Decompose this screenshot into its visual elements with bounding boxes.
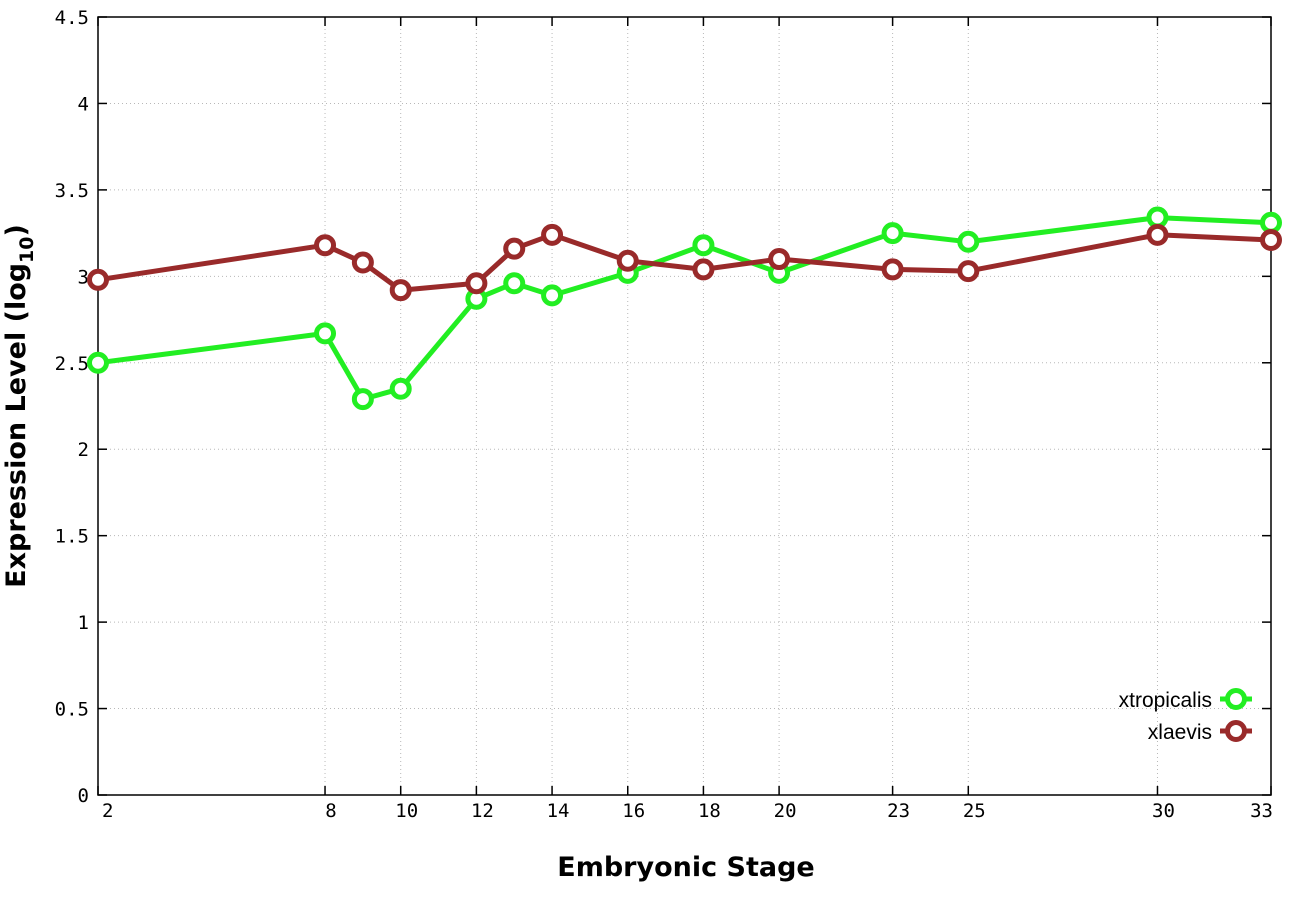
x-tick-label: 30 (1152, 800, 1175, 822)
series-xlaevis (87, 223, 1282, 302)
data-point (87, 268, 109, 291)
y-tick-label: 0.5 (55, 699, 89, 721)
y-tick-label: 0 (78, 785, 89, 807)
x-axis-title: Embryonic Stage (557, 852, 814, 883)
series-layer (87, 206, 1282, 411)
y-tick-label: 2.5 (55, 353, 89, 375)
data-point (616, 249, 639, 272)
y-tick-label: 1.5 (55, 526, 89, 548)
series-xtropicalis (87, 206, 1282, 411)
data-point (503, 272, 526, 295)
legend-label: xtropicalis (1119, 689, 1212, 712)
data-point (389, 377, 412, 400)
x-tick-label: 20 (774, 800, 797, 822)
data-point (541, 223, 564, 246)
data-point (1260, 229, 1282, 252)
data-point (1260, 211, 1282, 234)
x-tick-label: 10 (395, 800, 418, 822)
legend-marker (1225, 720, 1247, 742)
y-axis-title-main: Expression Level (log (1, 263, 32, 588)
data-point (768, 248, 791, 271)
y-tick-label: 1 (78, 612, 89, 634)
series-line-xlaevis (97, 232, 1272, 293)
data-point (351, 388, 374, 411)
legend-label: xlaevis (1148, 721, 1212, 744)
data-point (957, 260, 980, 283)
x-tick-label: 14 (547, 800, 570, 822)
legend-marker (1225, 688, 1247, 710)
y-axis-title-subscript: 10 (16, 236, 38, 262)
x-tick-label: 2 (102, 800, 113, 822)
plot-frame (97, 16, 1272, 796)
data-point (465, 272, 488, 295)
data-point (389, 279, 412, 302)
data-point (1146, 206, 1169, 229)
legend-entry-xtropicalis: xtropicalis (1119, 688, 1252, 712)
legend-entry-xlaevis: xlaevis (1148, 720, 1252, 744)
x-tick-label: 12 (471, 800, 494, 822)
data-point (541, 284, 564, 307)
y-axis-title-close: ) (1, 224, 32, 236)
data-point (503, 237, 526, 260)
data-point (1146, 223, 1169, 246)
data-point (314, 322, 337, 345)
x-tick-label: 18 (698, 800, 721, 822)
legend: xtropicalis xlaevis (1119, 688, 1252, 744)
y-tick-label: 3 (78, 266, 89, 288)
x-tick-label: 16 (622, 800, 645, 822)
y-tick-label: 4 (78, 93, 89, 115)
x-tick-label: 8 (325, 800, 336, 822)
data-point (351, 251, 374, 274)
grid-lines (98, 17, 1271, 795)
x-tick-label: 23 (887, 800, 910, 822)
data-point (692, 234, 715, 257)
data-point (881, 222, 904, 245)
data-point (957, 230, 980, 253)
axis-ticks: 0 0.5 1 1.5 2 2.5 3 3.5 4 4.5 2 8 10 12 14 16 18 20 23 25 30… (55, 7, 1273, 822)
y-axis-title: Expression Level (log10) (1, 224, 38, 588)
y-tick-label: 4.5 (55, 7, 89, 29)
y-tick-label: 2 (78, 439, 89, 461)
x-tick-label: 25 (963, 800, 986, 822)
x-tick-label: 33 (1250, 800, 1273, 822)
y-tick-label: 3.5 (55, 180, 89, 202)
data-point (314, 234, 337, 257)
data-point (881, 258, 904, 281)
data-point (692, 258, 715, 281)
data-point (87, 351, 109, 374)
